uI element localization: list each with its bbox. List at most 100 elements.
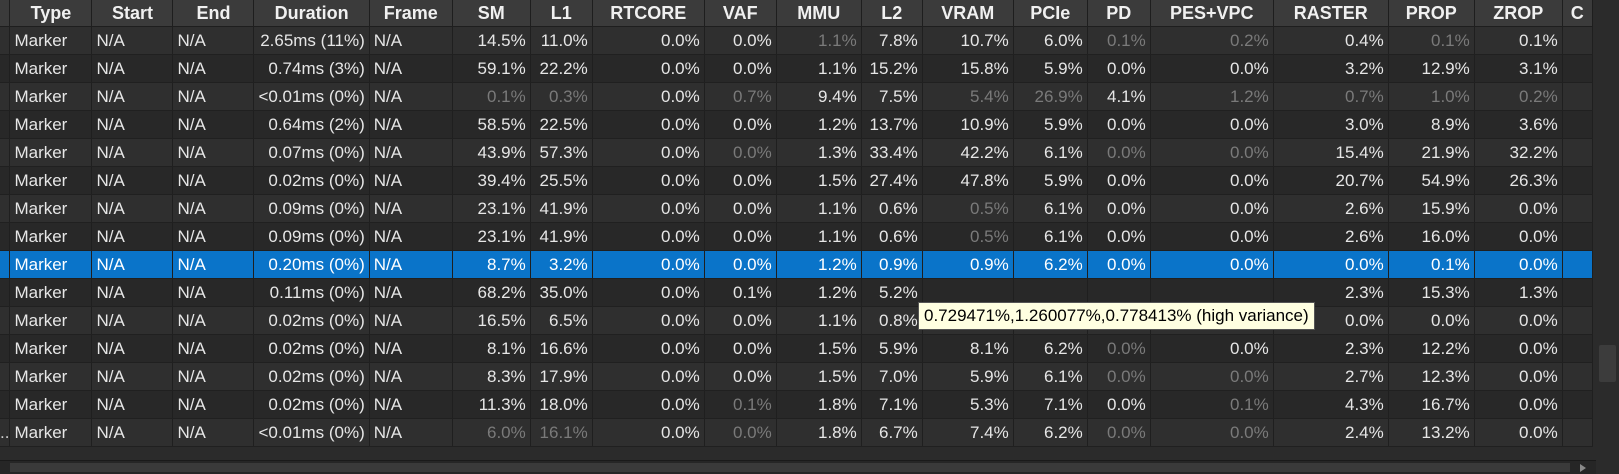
table-row[interactable]: Marker N/A N/A 0.02ms (0%) N/A 11.3% 18.0% 0.0%… bbox=[0, 390, 1593, 419]
cell-vaf: 0.7% bbox=[704, 82, 777, 111]
table-row[interactable]: .. Marker N/A N/A <0.01ms (0%) N/A 6.0% 16.1% 0.… bbox=[0, 418, 1593, 447]
cell-start: N/A bbox=[91, 138, 174, 167]
cell-type: Marker bbox=[9, 306, 93, 335]
table-row[interactable]: Marker N/A N/A 0.02ms (0%) N/A 8.1% 16.6% 0.0% 0… bbox=[0, 334, 1593, 363]
cell-pcie: 6.2% bbox=[1013, 418, 1088, 447]
cell-start: N/A bbox=[91, 278, 174, 307]
column-header-c[interactable]: C bbox=[1562, 0, 1593, 27]
column-header-pes-vpc[interactable]: PES+VPC bbox=[1150, 0, 1274, 27]
column-header-start[interactable]: Start bbox=[91, 0, 174, 27]
table-row[interactable]: Marker N/A N/A 0.02ms (0%) N/A 39.4% 25.5% 0.0%… bbox=[0, 166, 1593, 195]
cell-zrop: 0.0% bbox=[1474, 334, 1563, 363]
cell-vaf: 0.0% bbox=[704, 166, 777, 195]
cell-start: N/A bbox=[91, 250, 174, 279]
cell-zrop: 0.0% bbox=[1474, 390, 1563, 419]
cell-duration: 0.02ms (0%) bbox=[253, 166, 370, 195]
cell-rtcore: 0.0% bbox=[592, 250, 705, 279]
horizontal-scroll-thumb[interactable] bbox=[10, 463, 1570, 472]
cell-duration: 2.65ms (11%) bbox=[253, 26, 370, 55]
column-header-mmu[interactable]: MMU bbox=[776, 0, 862, 27]
cell-pes-vpc: 0.1% bbox=[1150, 390, 1274, 419]
cell-pd: 0.0% bbox=[1087, 362, 1151, 391]
cell-pcie: 6.2% bbox=[1013, 250, 1088, 279]
table-row[interactable]: Marker N/A N/A 0.09ms (0%) N/A 23.1% 41.9% 0.0%… bbox=[0, 222, 1593, 251]
cell-type: Marker bbox=[9, 222, 93, 251]
cell-vram: 10.7% bbox=[922, 26, 1014, 55]
column-header-pd[interactable]: PD bbox=[1087, 0, 1151, 27]
cell-pd: 0.0% bbox=[1087, 54, 1151, 83]
cell-mmu: 1.5% bbox=[776, 334, 862, 363]
vertical-scrollbar[interactable] bbox=[1596, 0, 1619, 473]
cell-zrop: 0.1% bbox=[1474, 26, 1563, 55]
cell-end: N/A bbox=[172, 166, 255, 195]
cell-mmu: 1.3% bbox=[776, 138, 862, 167]
cell-c bbox=[1562, 306, 1593, 335]
cell-pd: 0.0% bbox=[1087, 110, 1151, 139]
table-row[interactable]: Marker N/A N/A 0.11ms (0%) N/A 68.2% 35.0% 0.0%… bbox=[0, 278, 1593, 307]
table-row[interactable]: Marker N/A N/A 0.02ms (0%) N/A 8.3% 17.9% 0.0% 0… bbox=[0, 362, 1593, 391]
column-header-prop[interactable]: PROP bbox=[1388, 0, 1475, 27]
table-row[interactable]: Marker N/A N/A 0.02ms (0%) N/A 16.5% 6.5% 0.0% 0… bbox=[0, 306, 1593, 335]
cell-c bbox=[1562, 194, 1593, 223]
column-header-vaf[interactable]: VAF bbox=[704, 0, 777, 27]
scroll-right-arrow-icon[interactable] bbox=[1580, 464, 1586, 472]
cell-pd: 0.0% bbox=[1087, 418, 1151, 447]
cell-raster: 2.4% bbox=[1273, 418, 1389, 447]
cell-end: N/A bbox=[172, 194, 255, 223]
cell-sm: 39.4% bbox=[452, 166, 531, 195]
cell-end: N/A bbox=[172, 110, 255, 139]
table-row[interactable]: Marker N/A N/A 0.09ms (0%) N/A 23.1% 41.9% 0.0%… bbox=[0, 194, 1593, 223]
horizontal-scrollbar[interactable] bbox=[0, 460, 1596, 474]
cell-pes-vpc: 0.2% bbox=[1150, 26, 1274, 55]
column-header-end[interactable]: End bbox=[172, 0, 255, 27]
cell-vaf: 0.1% bbox=[704, 390, 777, 419]
cell-c bbox=[1562, 26, 1593, 55]
cell-rtcore: 0.0% bbox=[592, 26, 705, 55]
cell-pd: 0.0% bbox=[1087, 222, 1151, 251]
cell-sm: 8.3% bbox=[452, 362, 531, 391]
column-header-l1[interactable]: L1 bbox=[530, 0, 593, 27]
column-header-raster[interactable]: RASTER bbox=[1273, 0, 1389, 27]
table-row[interactable]: Marker N/A N/A 0.64ms (2%) N/A 58.5% 22.5% 0.0%… bbox=[0, 110, 1593, 139]
cell-vaf: 0.0% bbox=[704, 26, 777, 55]
cell-prop: 12.3% bbox=[1388, 362, 1475, 391]
column-header-pcie[interactable]: PCIe bbox=[1013, 0, 1088, 27]
cell-duration: 0.20ms (0%) bbox=[253, 250, 370, 279]
cell-pcie: 5.9% bbox=[1013, 54, 1088, 83]
column-header-vram[interactable]: VRAM bbox=[922, 0, 1014, 27]
cell-pes-vpc: 0.0% bbox=[1150, 138, 1274, 167]
cell-c bbox=[1562, 250, 1593, 279]
table-row-selected[interactable]: Marker N/A N/A 0.20ms (0%) N/A 8.7% 3.2% 0.0% 0.… bbox=[0, 250, 1593, 279]
cell-pd: 0.0% bbox=[1087, 334, 1151, 363]
table-row[interactable]: Marker N/A N/A 0.07ms (0%) N/A 43.9% 57.3% 0.0%… bbox=[0, 138, 1593, 167]
cell-zrop: 0.0% bbox=[1474, 306, 1563, 335]
vertical-scroll-thumb[interactable] bbox=[1599, 345, 1616, 382]
cell-mmu: 1.1% bbox=[776, 26, 862, 55]
cell-type: Marker bbox=[9, 278, 93, 307]
table-row[interactable]: Marker N/A N/A 0.74ms (3%) N/A 59.1% 22.2% 0.0%… bbox=[0, 54, 1593, 83]
cell-l1: 16.6% bbox=[530, 334, 593, 363]
column-header-sm[interactable]: SM bbox=[452, 0, 531, 27]
cell-l2: 33.4% bbox=[861, 138, 923, 167]
cell-c bbox=[1562, 362, 1593, 391]
cell-mmu: 9.4% bbox=[776, 82, 862, 111]
cell-type: Marker bbox=[9, 166, 93, 195]
cell-vaf: 0.0% bbox=[704, 54, 777, 83]
cell-sm: 14.5% bbox=[452, 26, 531, 55]
column-header-gutter[interactable] bbox=[0, 0, 11, 27]
range-table[interactable]: Type Start End Duration Frame SM L1 RTCORE VAF MM… bbox=[0, 0, 1596, 460]
column-header-type[interactable]: Type bbox=[9, 0, 93, 27]
cell-gutter bbox=[0, 306, 11, 335]
column-header-zrop[interactable]: ZROP bbox=[1474, 0, 1563, 27]
table-row[interactable]: Marker N/A N/A <0.01ms (0%) N/A 0.1% 0.3% 0.0% 0… bbox=[0, 82, 1593, 111]
column-header-l2[interactable]: L2 bbox=[861, 0, 923, 27]
cell-frame: N/A bbox=[369, 26, 453, 55]
cell-type: Marker bbox=[9, 362, 93, 391]
column-header-rtcore[interactable]: RTCORE bbox=[592, 0, 705, 27]
cell-mmu: 1.1% bbox=[776, 306, 862, 335]
column-header-frame[interactable]: Frame bbox=[369, 0, 453, 27]
cell-vaf: 0.0% bbox=[704, 222, 777, 251]
cell-frame: N/A bbox=[369, 138, 453, 167]
table-row[interactable]: Marker N/A N/A 2.65ms (11%) N/A 14.5% 11.0% 0.0… bbox=[0, 26, 1593, 55]
column-header-duration[interactable]: Duration bbox=[253, 0, 370, 27]
